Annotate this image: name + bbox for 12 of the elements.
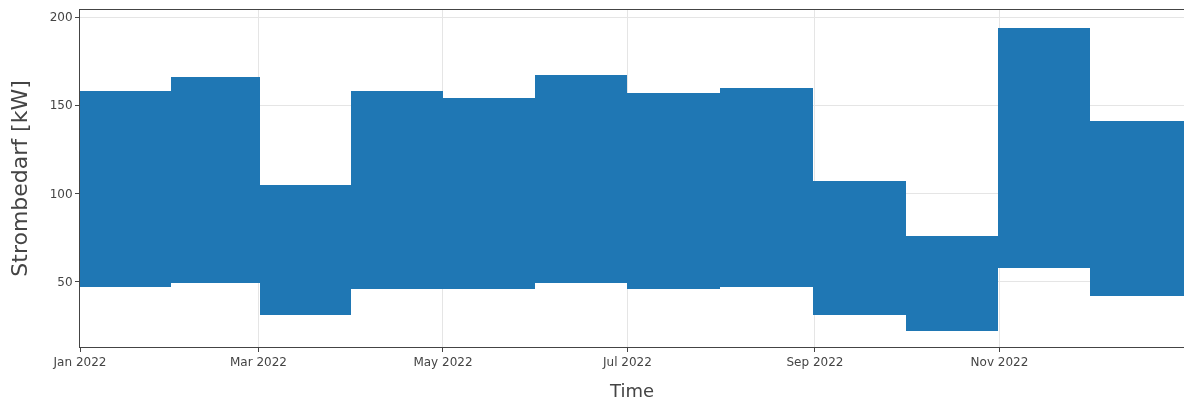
- x-tick-label: Sep 2022: [786, 355, 844, 370]
- y-tick-label: 150: [49, 98, 73, 113]
- y-axis-title: Strombedarf [kW]: [7, 80, 33, 277]
- y-tick-label: 100: [49, 186, 73, 201]
- x-tick-label: Jul 2022: [602, 355, 652, 370]
- y-tick-label: 200: [49, 10, 73, 25]
- x-axis-title: Time: [608, 379, 655, 401]
- x-tick-label: Mar 2022: [229, 355, 287, 370]
- x-tick-label: May 2022: [413, 355, 473, 370]
- y-tick-label: 50: [57, 274, 73, 289]
- x-tick-label: Nov 2022: [970, 355, 1029, 370]
- x-tick-label: Jan 2022: [52, 355, 107, 370]
